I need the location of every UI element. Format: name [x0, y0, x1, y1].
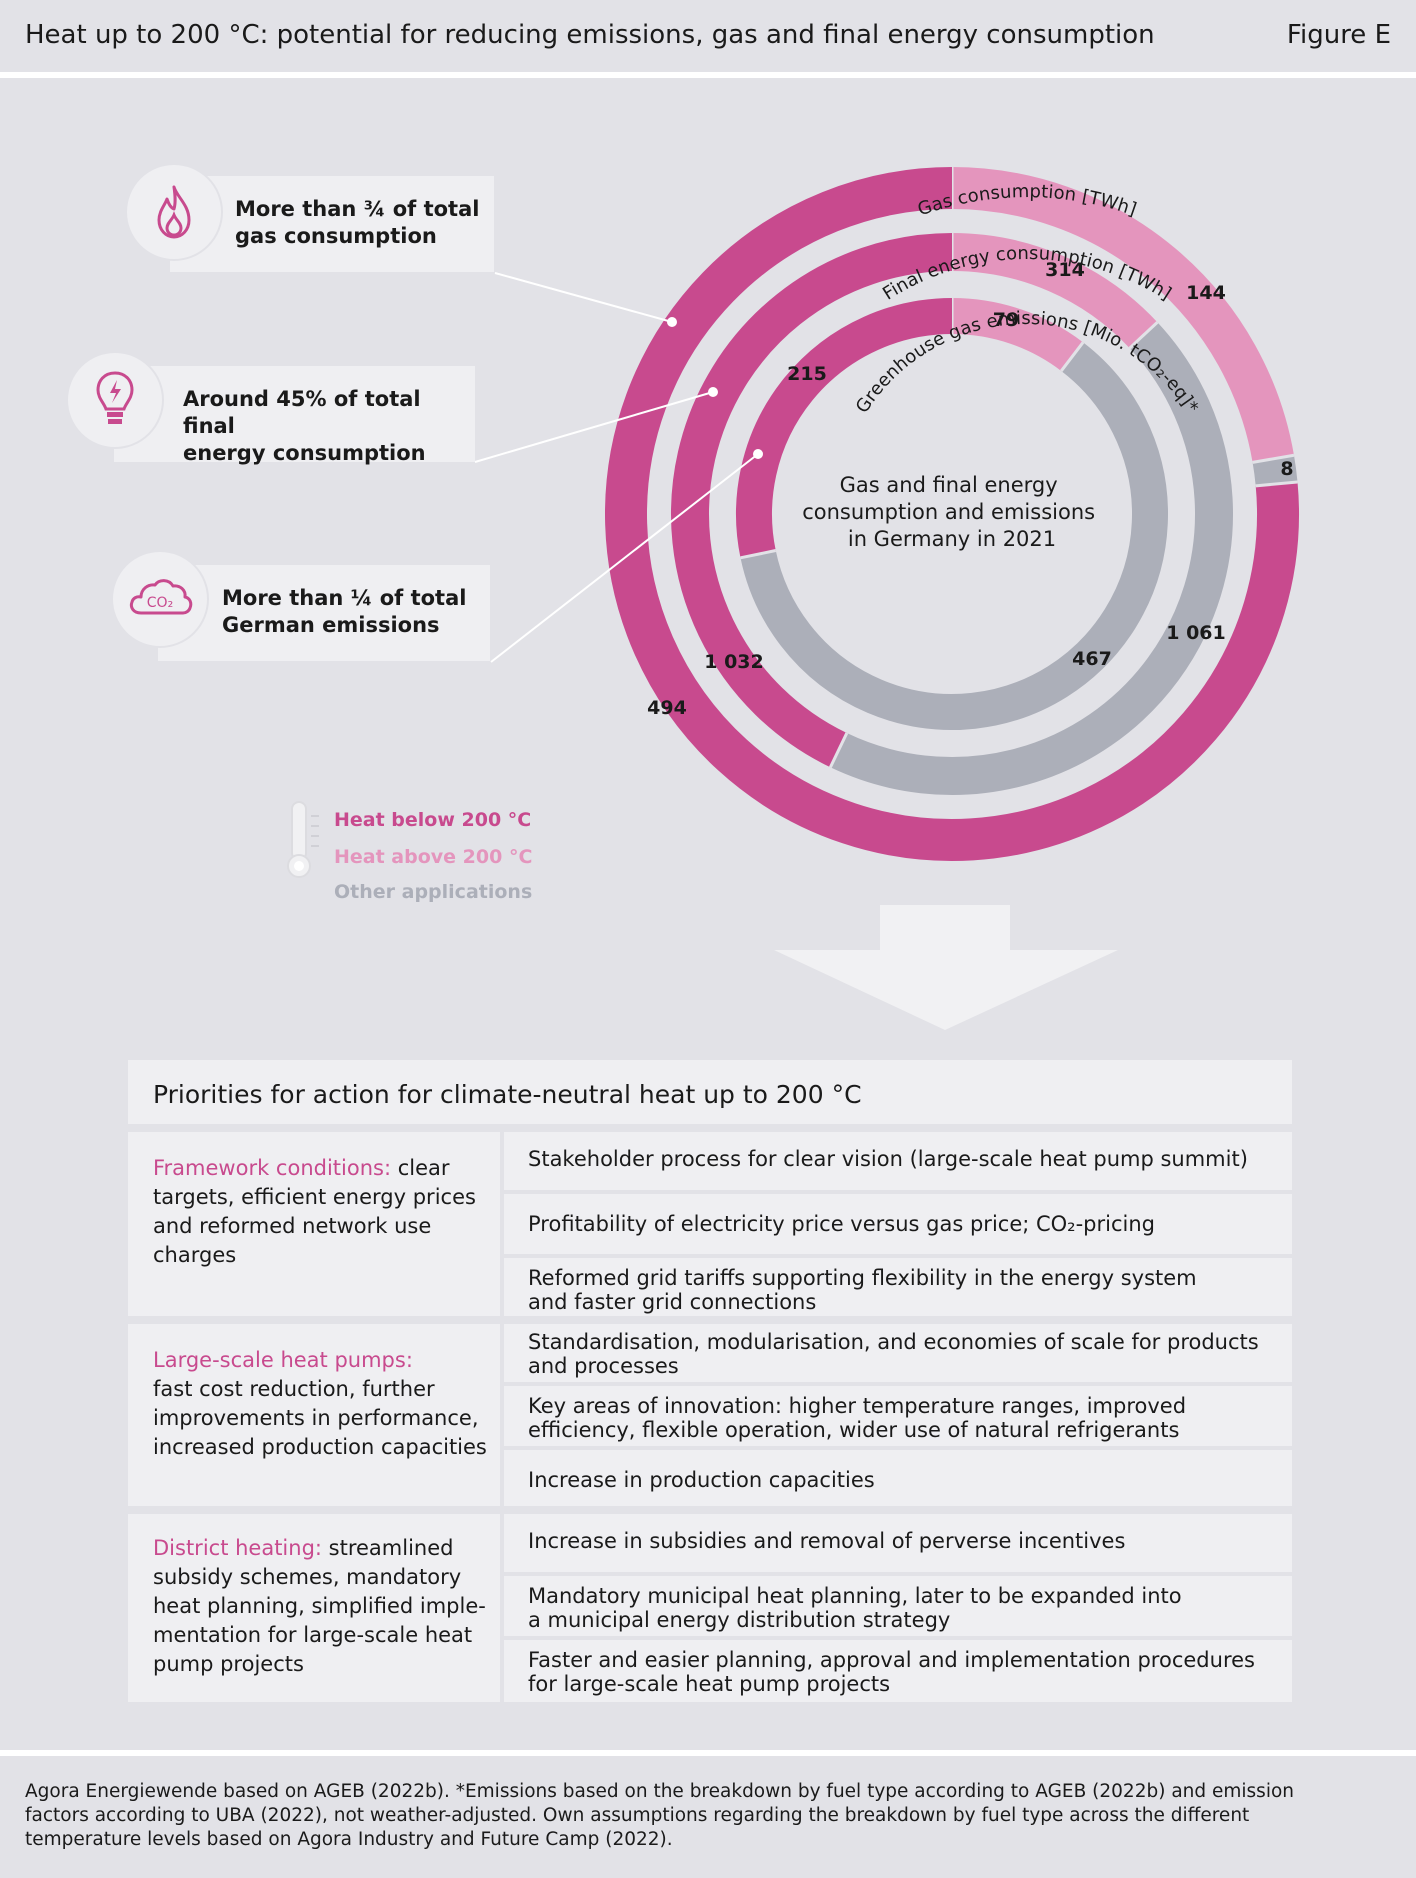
leader-lines	[474, 272, 759, 663]
callout-emissions-line1: More than ¼ of total	[222, 586, 467, 610]
ring-emissions-heat-below-segment	[736, 298, 953, 558]
priorities-title: Priorities for action for climate-neutra…	[153, 1080, 862, 1109]
legend-heat-above: Heat above 200 °C	[334, 846, 533, 868]
down-arrow	[774, 905, 1118, 1030]
list-item: Profitability of electricity price versu…	[504, 1194, 1292, 1254]
group-heat-pumps-heading: Large-scale heat pumps:	[153, 1348, 413, 1372]
list-item: Stakeholder process for clear vision (la…	[504, 1132, 1292, 1190]
callout-final-energy: Around 45% of total final energy consump…	[114, 366, 475, 465]
value-label-gas-other: 8	[1280, 458, 1293, 480]
group-district-heating: District heating: streamlined subsidy sc…	[128, 1514, 1292, 1702]
ring-final-energy-other-segment	[830, 322, 1233, 795]
group-district-heating-desc: District heating: streamlined subsidy sc…	[128, 1514, 500, 1702]
svg-text:CO₂: CO₂	[147, 595, 173, 611]
list-item: Mandatory municipal heat planning, later…	[504, 1576, 1292, 1636]
value-label-emissions-heat-below: 215	[787, 363, 827, 385]
ring-gas-heat-below-segment	[605, 167, 1299, 861]
ring-emissions-other-segment	[740, 342, 1168, 730]
list-item: Key areas of innovation: higher temperat…	[504, 1386, 1292, 1446]
value-label-emissions-other: 467	[1072, 648, 1112, 670]
callout-gas-line2: gas consumption	[235, 224, 437, 248]
legend-other: Other applications	[334, 881, 533, 903]
segment-separator	[1252, 453, 1295, 464]
list-item: Increase in production capacities	[504, 1450, 1292, 1506]
page-title: Heat up to 200 °C: potential for reducin…	[25, 20, 1155, 50]
callout-final-energy-line2: energy consumption	[183, 441, 426, 465]
leader-dot-gas	[667, 317, 677, 327]
callout-emissions: More than ¼ of total German emissions	[158, 565, 490, 661]
callout-emissions-line2: German emissions	[222, 613, 440, 637]
group-framework-heading: Framework conditions:	[153, 1156, 392, 1180]
header: Heat up to 200 °C: potential for reducin…	[0, 0, 1416, 78]
leader-line-gas	[494, 272, 673, 323]
leader-dot-final-energy	[708, 387, 718, 397]
segment-separator	[1060, 341, 1085, 372]
ring-gas-other-segment	[1252, 455, 1298, 487]
group-heat-pumps-desc: Large-scale heat pumps: fast cost reduct…	[128, 1324, 500, 1506]
center-text: Gas and final energy consumption and emi…	[802, 473, 1102, 551]
value-label-final-energy-heat-below: 1 032	[704, 651, 764, 673]
list-item: Reformed grid tariffs supporting flexibi…	[504, 1258, 1292, 1316]
value-label-final-energy-heat-above: 314	[1045, 259, 1085, 281]
segment-separator	[1255, 480, 1298, 488]
segment-separator	[1128, 321, 1159, 350]
value-label-gas-heat-below: 494	[647, 697, 687, 719]
footer: Agora Energiewende based on AGEB (2022b)…	[0, 1750, 1416, 1878]
list-item: Faster and easier planning, approval and…	[504, 1640, 1292, 1702]
callout-final-energy-line1: Around 45% of total final	[183, 387, 421, 438]
donut-value-labels: 494 144 8 1 032 314 1 061 215 79 467	[647, 259, 1293, 719]
callout-gas: More than ¾ of total gas consumption	[170, 176, 494, 272]
ring-final-energy-heat-below-segment	[671, 233, 953, 768]
leader-line-final-energy	[474, 391, 714, 463]
ring-final-energy-heat-above-segment	[951, 233, 1158, 349]
legend-heat-below: Heat below 200 °C	[334, 809, 532, 831]
flame-icon	[125, 163, 223, 261]
value-label-emissions-heat-above: 79	[993, 309, 1019, 331]
value-label-final-energy-other: 1 061	[1166, 622, 1226, 644]
group-district-heating-heading: District heating:	[153, 1536, 322, 1560]
ring-emissions-heat-above-segment	[951, 298, 1084, 372]
figure-label: Figure E	[1286, 20, 1391, 50]
priorities-title-bar: Priorities for action for climate-neutra…	[128, 1060, 1292, 1124]
group-heat-pumps: Large-scale heat pumps: fast cost reduct…	[128, 1324, 1292, 1506]
list-item: Increase in subsidies and removal of per…	[504, 1514, 1292, 1572]
co2-cloud-icon: CO₂	[111, 550, 209, 648]
ring-gas-heat-above-segment	[951, 167, 1294, 463]
value-label-gas-heat-above: 144	[1186, 282, 1226, 304]
group-framework: Framework conditions: clear targets, eff…	[128, 1132, 1292, 1316]
segment-separator	[829, 732, 849, 768]
leader-line-emissions	[490, 453, 759, 663]
lightbulb-icon	[66, 351, 164, 449]
list-item: Standardisation, modularisation, and eco…	[504, 1324, 1292, 1382]
segment-separator	[740, 549, 777, 560]
callout-gas-line1: More than ¾ of total	[235, 197, 480, 221]
group-framework-desc: Framework conditions: clear targets, eff…	[128, 1132, 500, 1316]
thermometer-icon	[287, 801, 319, 878]
leader-dot-emissions	[753, 449, 763, 459]
source-note: Agora Energiewende based on AGEB (2022b)…	[25, 1781, 1295, 1850]
donut-rings	[605, 167, 1299, 861]
